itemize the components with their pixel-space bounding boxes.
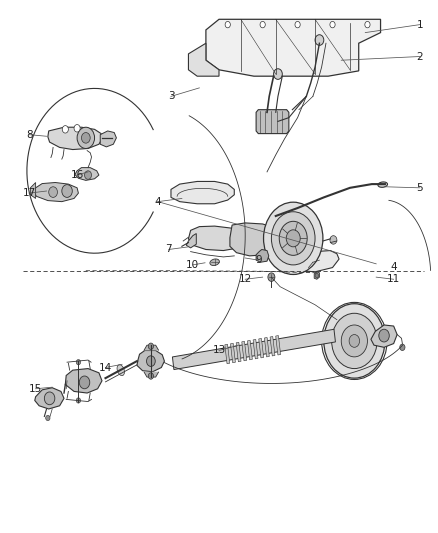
Circle shape: [341, 325, 367, 357]
Circle shape: [315, 35, 324, 45]
Text: 4: 4: [390, 262, 397, 271]
Text: 4: 4: [155, 197, 161, 207]
Polygon shape: [48, 127, 102, 150]
Circle shape: [49, 187, 57, 197]
Circle shape: [315, 273, 318, 278]
Polygon shape: [371, 325, 397, 348]
Text: 7: 7: [166, 245, 172, 254]
Polygon shape: [247, 341, 252, 360]
Polygon shape: [253, 340, 258, 359]
Text: 14: 14: [99, 362, 112, 373]
Circle shape: [332, 313, 377, 368]
Polygon shape: [206, 19, 381, 76]
Circle shape: [225, 21, 230, 28]
Circle shape: [286, 230, 300, 247]
Polygon shape: [65, 368, 102, 393]
Polygon shape: [30, 182, 35, 198]
Circle shape: [62, 126, 68, 133]
Circle shape: [148, 373, 153, 379]
Circle shape: [330, 236, 337, 244]
Polygon shape: [188, 226, 250, 251]
Circle shape: [279, 221, 307, 255]
Circle shape: [272, 212, 315, 265]
Circle shape: [81, 133, 90, 143]
Polygon shape: [242, 341, 247, 361]
Circle shape: [77, 127, 95, 149]
Text: 2: 2: [417, 52, 423, 61]
Circle shape: [85, 171, 92, 179]
Polygon shape: [230, 343, 235, 363]
Circle shape: [62, 184, 72, 197]
Circle shape: [260, 21, 265, 28]
Text: 11: 11: [387, 274, 400, 284]
Polygon shape: [173, 329, 336, 369]
Text: 3: 3: [168, 91, 174, 101]
Circle shape: [400, 344, 405, 351]
Text: 10: 10: [186, 260, 199, 270]
Ellipse shape: [378, 182, 388, 187]
Text: 17: 17: [22, 188, 36, 198]
Polygon shape: [100, 131, 117, 147]
Polygon shape: [137, 351, 164, 372]
Polygon shape: [270, 336, 275, 356]
Circle shape: [76, 360, 81, 365]
Text: 1: 1: [417, 20, 423, 30]
Circle shape: [295, 21, 300, 28]
Polygon shape: [276, 336, 281, 355]
Text: 13: 13: [212, 345, 226, 356]
Polygon shape: [35, 387, 64, 409]
Polygon shape: [144, 372, 159, 377]
Text: 8: 8: [26, 130, 32, 140]
Polygon shape: [259, 338, 264, 358]
Polygon shape: [144, 345, 159, 351]
Polygon shape: [225, 344, 230, 364]
Ellipse shape: [117, 365, 124, 376]
Polygon shape: [75, 167, 99, 180]
Polygon shape: [188, 43, 219, 76]
Ellipse shape: [210, 259, 219, 265]
Circle shape: [147, 356, 155, 367]
Circle shape: [46, 415, 50, 421]
Circle shape: [268, 273, 275, 281]
Text: 15: 15: [29, 384, 42, 394]
Text: 5: 5: [417, 183, 423, 193]
Polygon shape: [230, 223, 283, 256]
Circle shape: [76, 398, 81, 403]
Polygon shape: [314, 272, 319, 279]
Polygon shape: [265, 337, 269, 357]
Circle shape: [264, 202, 323, 274]
Polygon shape: [256, 249, 269, 262]
Circle shape: [330, 21, 335, 28]
Circle shape: [379, 329, 389, 342]
Text: 9: 9: [255, 255, 261, 265]
Text: 12: 12: [239, 274, 252, 284]
Polygon shape: [186, 233, 196, 248]
Circle shape: [44, 392, 55, 405]
Circle shape: [324, 304, 385, 378]
Circle shape: [349, 335, 360, 348]
Polygon shape: [33, 182, 78, 201]
Circle shape: [79, 376, 90, 389]
Circle shape: [148, 343, 153, 350]
Text: 16: 16: [71, 170, 84, 180]
Circle shape: [74, 125, 80, 132]
Polygon shape: [236, 342, 241, 362]
Circle shape: [274, 69, 283, 79]
Polygon shape: [256, 110, 289, 134]
Polygon shape: [293, 251, 339, 272]
Polygon shape: [171, 181, 234, 204]
Circle shape: [365, 21, 370, 28]
